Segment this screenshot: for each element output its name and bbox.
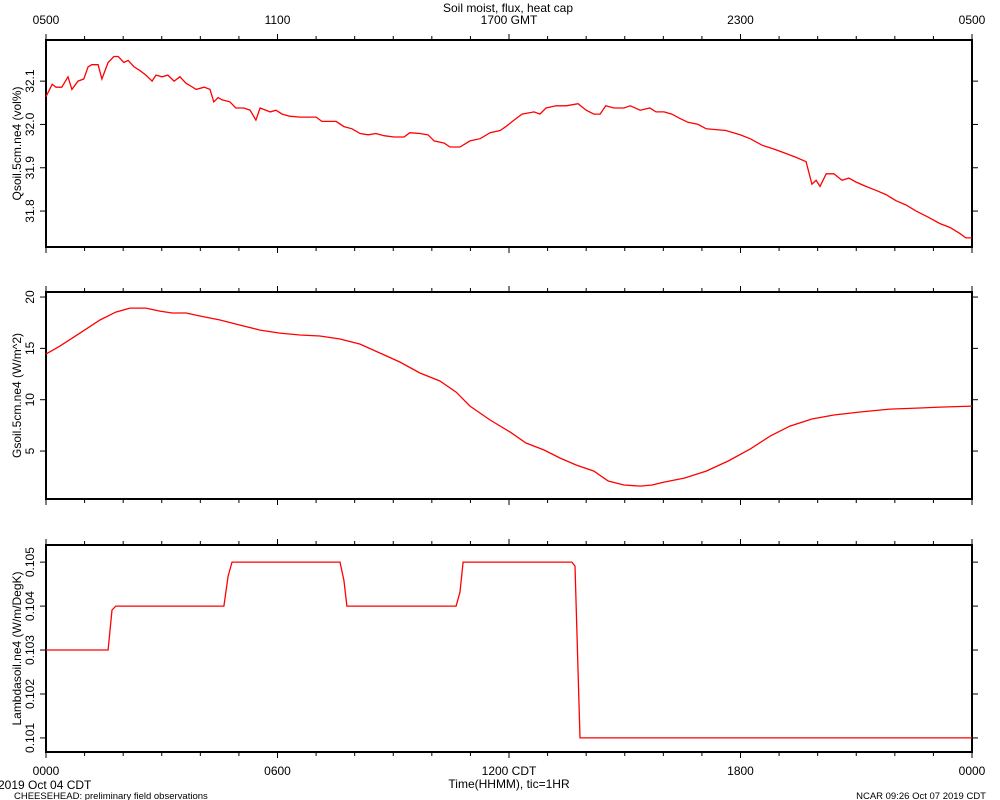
x-tick-label: 1800 [727, 764, 754, 778]
y-tick-label: 20 [23, 290, 37, 304]
y-axis-label: Lambdasoil.ne4 (W/m/DegK) [10, 571, 24, 725]
footer-note: CHEESEHEAD: preliminary field observatio… [14, 791, 208, 800]
data-line [45, 307, 973, 487]
footer-date: 2019 Oct 04 CDT [0, 778, 92, 792]
x2-tick-label: 1100 [265, 13, 291, 27]
plot-frame [45, 39, 973, 248]
data-line [45, 55, 972, 239]
x-tick-label: 0000 [33, 764, 60, 778]
y-tick-label: 0.104 [23, 591, 37, 621]
x-tick-label: 1200 CDT [482, 764, 537, 778]
y-tick-label: 32.0 [23, 112, 37, 136]
y-tick-label: 31.8 [23, 199, 37, 223]
y-tick-label: 0.105 [23, 547, 37, 577]
y-tick-label: 0.102 [23, 679, 37, 709]
plot-frame [45, 544, 973, 753]
y-axis-label: Gsoil.5cm.ne4 (W/m^2) [10, 333, 24, 458]
footer-credit: NCAR 09:26 Oct 07 2019 CDT [856, 791, 986, 800]
y-tick-label: 31.9 [23, 156, 37, 180]
chart-title: Soil moist, flux, heat cap [443, 1, 573, 15]
x-tick-label: 0600 [264, 764, 291, 778]
y-tick-label: 10 [23, 393, 37, 407]
x2-tick-label: 1700 GMT [481, 13, 538, 27]
y-tick-label: 0.101 [23, 723, 37, 753]
y-tick-label: 0.103 [23, 635, 37, 665]
x-tick-label: 0000 [959, 764, 986, 778]
y-axis-label: Qsoil.5cm.ne4 (vol%) [10, 86, 24, 200]
y-tick-label: 32.1 [23, 69, 37, 93]
plot-frame [45, 291, 973, 500]
x2-tick-label: 2300 [727, 13, 754, 27]
x-axis-label: Time(HHMM), tic=1HR [448, 777, 570, 791]
y-tick-label: 5 [23, 447, 37, 454]
y-tick-label: 15 [23, 341, 37, 355]
data-line [46, 561, 972, 739]
x2-tick-label: 0500 [959, 13, 986, 27]
x2-tick-label: 0500 [33, 13, 60, 27]
